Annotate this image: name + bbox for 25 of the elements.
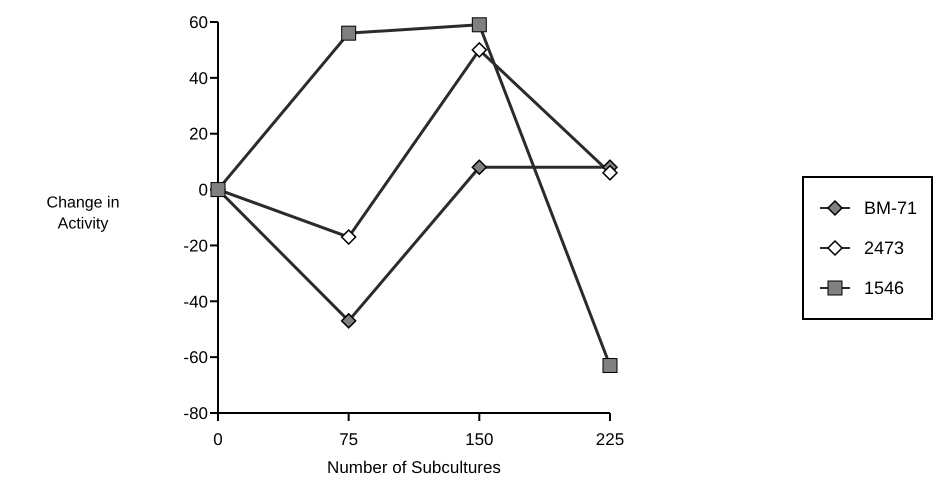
y-tick-label: -20 (183, 236, 208, 256)
point (340, 229, 356, 245)
x-tick-label: 150 (465, 430, 494, 450)
point (602, 165, 618, 181)
y-tick-label: 40 (189, 68, 208, 88)
legend-label: BM-71 (864, 197, 917, 220)
point (340, 313, 356, 329)
y-axis-title: Change in Activity (46, 194, 120, 232)
point (472, 17, 487, 32)
x-tick-label: 75 (339, 430, 358, 450)
x-tick-label: 0 (213, 430, 223, 450)
y-tick-label: 20 (189, 124, 208, 144)
x-tick-label: 225 (596, 430, 624, 450)
y-tick-label: 0 (198, 180, 208, 200)
y-tick-label: -80 (183, 404, 208, 424)
legend-label: 1546 (864, 277, 904, 300)
x-axis-title: Number of Subcultures (327, 458, 501, 478)
y-tick-label: 60 (189, 13, 208, 32)
point (472, 159, 488, 175)
y-tick-label: -40 (183, 292, 208, 312)
y-tick-label: -60 (183, 348, 208, 368)
point (602, 358, 618, 374)
point (341, 26, 356, 41)
point (472, 42, 488, 58)
legend-label: 2473 (864, 237, 904, 260)
